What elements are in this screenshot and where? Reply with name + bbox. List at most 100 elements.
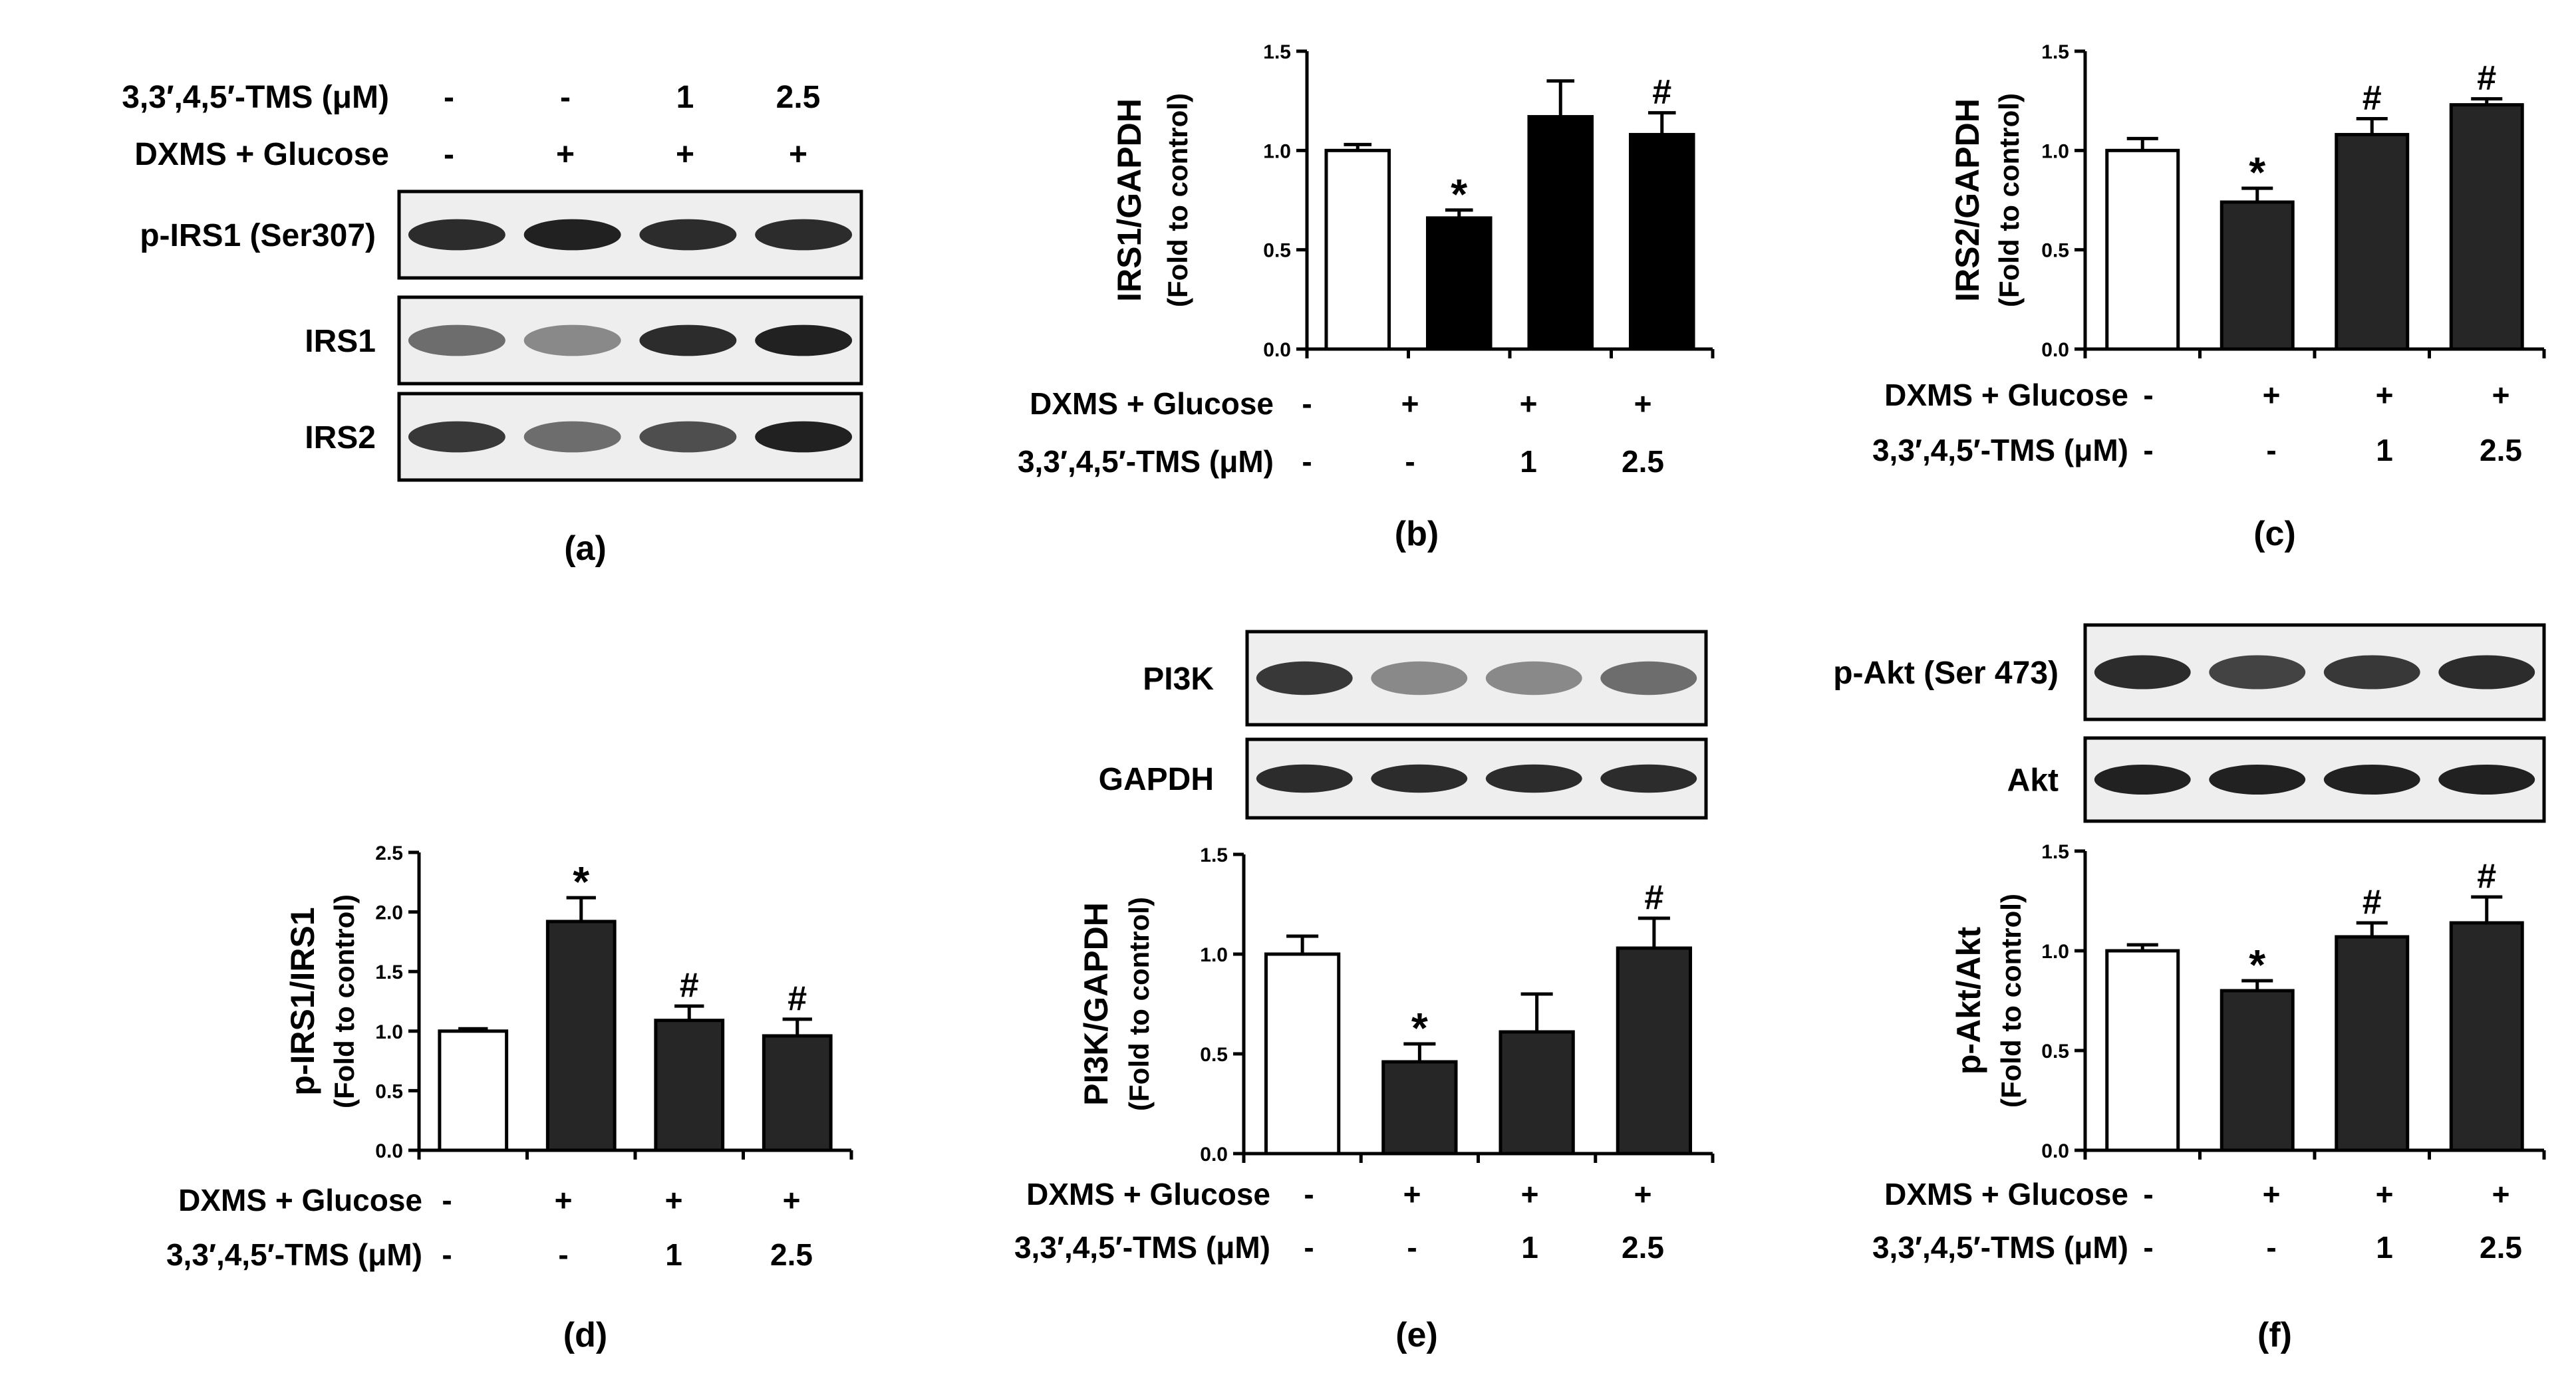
panel-label: (c) <box>2253 515 2296 553</box>
tms-dose: - <box>1407 1230 1417 1265</box>
y-axis-subtitle: (Fold to control) <box>1995 894 2027 1108</box>
significance-mark: # <box>787 979 807 1018</box>
bar <box>1499 1030 1575 1156</box>
treatment-label-tms: 3,3′,4,5′-TMS (μM) <box>1872 1230 2128 1265</box>
y-axis-subtitle: (Fold to control) <box>1162 93 1193 307</box>
blot-band <box>408 421 505 453</box>
significance-mark: # <box>1652 73 1671 112</box>
tms-dose: - <box>1405 444 1415 479</box>
y-tick-label: 2.5 <box>375 842 403 864</box>
blot-label: p-Akt (Ser 473) <box>1833 656 2059 691</box>
tms-dose: 1 <box>2376 433 2393 467</box>
blot-band <box>1600 661 1697 695</box>
y-tick-label: 1.0 <box>2041 140 2069 162</box>
treatment-label-dxms: DXMS + Glucose <box>1884 378 2128 412</box>
blot-band <box>523 219 621 251</box>
panel-label: (d) <box>563 1316 607 1354</box>
y-tick-label: 0.0 <box>1263 339 1291 361</box>
treatment-label-dxms: DXMS + Glucose <box>178 1183 422 1217</box>
bar <box>2105 949 2180 1152</box>
tms-dose: 2.5 <box>1622 444 1664 479</box>
tms-dose: - <box>444 80 454 115</box>
blot-label: PI3K <box>1143 662 1214 697</box>
dxms-sign: + <box>1521 1177 1539 1211</box>
y-tick-label: 0.0 <box>2041 339 2069 361</box>
significance-mark: # <box>680 966 699 1005</box>
treatment-label-tms: 3,3′,4,5′-TMS (μM) <box>1872 433 2128 467</box>
panel-label: (b) <box>1395 515 1439 553</box>
dxms-sign: + <box>556 137 575 172</box>
y-tick-label: 0.0 <box>1200 1144 1228 1166</box>
dxms-sign: + <box>1520 386 1538 421</box>
significance-mark: # <box>2362 883 2382 922</box>
tms-dose: - <box>2143 1230 2153 1265</box>
panel-label: (e) <box>1395 1316 1438 1354</box>
blot-band <box>1371 661 1468 695</box>
blot-band <box>2323 765 2420 795</box>
tms-dose: 2.5 <box>770 1237 813 1272</box>
blot-band <box>755 219 853 251</box>
tms-dose: 1 <box>2376 1230 2393 1265</box>
blot-band <box>523 421 621 453</box>
y-tick-label: 0.0 <box>2041 1140 2069 1162</box>
dxms-sign: + <box>1403 1177 1421 1211</box>
significance-mark: * <box>2249 148 2265 196</box>
dxms-sign: + <box>2263 1177 2281 1211</box>
dxms-sign: + <box>2492 378 2510 412</box>
tms-dose: - <box>442 1237 452 1272</box>
treatment-label-dxms: DXMS + Glucose <box>134 137 389 172</box>
blot-band <box>1256 764 1353 793</box>
tms-dose: - <box>560 80 571 115</box>
dxms-sign: - <box>1304 1177 1314 1211</box>
dxms-sign: + <box>1634 1177 1652 1211</box>
y-axis-subtitle: (Fold to control) <box>329 894 360 1108</box>
treatment-label-dxms: DXMS + Glucose <box>1030 386 1274 421</box>
y-axis-title: p-IRS1/IRS1 <box>284 907 321 1095</box>
tms-dose: 1 <box>676 80 694 115</box>
blot-band <box>639 219 737 251</box>
bar <box>1616 946 1693 1156</box>
blot-label: p-IRS1 (Ser307) <box>140 218 376 253</box>
dxms-sign: + <box>1634 386 1652 421</box>
tms-dose: 1 <box>1520 444 1537 479</box>
dxms-sign: + <box>789 137 807 172</box>
dxms-sign: + <box>2492 1177 2510 1211</box>
dxms-sign: - <box>442 1183 452 1217</box>
dxms-sign: + <box>1401 386 1419 421</box>
dxms-sign: + <box>2376 378 2394 412</box>
significance-mark: # <box>2477 59 2496 98</box>
dxms-sign: + <box>555 1183 573 1217</box>
significance-mark: * <box>1451 170 1467 218</box>
treatment-label-tms: 3,3′,4,5′-TMS (μM) <box>166 1237 422 1272</box>
blot-band <box>2094 655 2191 689</box>
bar <box>2449 921 2524 1152</box>
dxms-sign: + <box>665 1183 683 1217</box>
y-tick-label: 2.0 <box>375 902 403 924</box>
significance-mark: * <box>2249 941 2265 989</box>
y-tick-label: 0.5 <box>2041 240 2069 262</box>
tms-dose: - <box>1304 1230 1314 1265</box>
significance-mark: # <box>2477 857 2496 896</box>
blot-band <box>2209 765 2306 795</box>
bar <box>2449 103 2524 351</box>
y-tick-label: 1.0 <box>1263 140 1291 162</box>
blot-label: IRS1 <box>305 324 376 359</box>
blot-band <box>1600 764 1697 793</box>
panel-label: (f) <box>2257 1316 2292 1354</box>
y-axis-subtitle: (Fold to control) <box>1123 897 1155 1111</box>
bar <box>1264 952 1341 1156</box>
blot-band <box>2438 655 2535 689</box>
y-axis-subtitle: (Fold to control) <box>1993 93 2025 307</box>
blot-band <box>639 421 737 453</box>
bar <box>2335 935 2410 1152</box>
tms-dose: 1 <box>665 1237 682 1272</box>
tms-dose: 2.5 <box>776 80 821 115</box>
tms-dose: 2.5 <box>2480 1230 2522 1265</box>
y-tick-label: 1.0 <box>1200 944 1228 966</box>
blot-band <box>2438 765 2535 795</box>
bar <box>762 1034 833 1152</box>
bar <box>2219 989 2295 1152</box>
significance-mark: # <box>1644 878 1663 917</box>
blot-label: Akt <box>2007 763 2059 799</box>
